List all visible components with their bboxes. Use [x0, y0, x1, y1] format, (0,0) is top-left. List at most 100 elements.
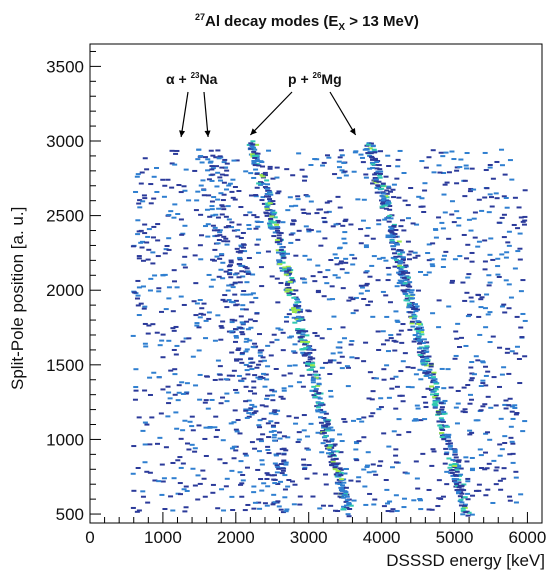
heatmap-cell [444, 425, 450, 428]
heatmap-cell [397, 279, 403, 282]
heatmap-cell [358, 292, 364, 295]
heatmap-cell [332, 468, 338, 471]
heatmap-cell [499, 216, 505, 219]
heatmap-cell [522, 219, 528, 222]
heatmap-cell [261, 482, 267, 485]
heatmap-cell [231, 457, 237, 460]
heatmap-cell [285, 265, 291, 268]
heatmap-cell [456, 217, 462, 220]
heatmap-cell [370, 412, 376, 415]
heatmap-cell [389, 377, 395, 380]
heatmap-cell [401, 290, 407, 293]
heatmap-cell [506, 372, 512, 375]
heatmap-cell [385, 350, 391, 353]
heatmap-cell [390, 508, 396, 511]
heatmap-cell [380, 182, 386, 185]
heatmap-cell [254, 366, 260, 369]
heatmap-cell [240, 473, 246, 476]
heatmap-cell [266, 195, 272, 198]
heatmap-cell [203, 426, 209, 429]
heatmap-cell [248, 142, 254, 145]
heatmap-cell [487, 193, 493, 196]
heatmap-cell [363, 176, 369, 179]
heatmap-cell [469, 361, 475, 364]
heatmap-cell [286, 272, 292, 275]
heatmap-cell [221, 509, 227, 512]
heatmap-cell [489, 205, 495, 208]
heatmap-cell [198, 155, 204, 158]
heatmap-cell [219, 173, 225, 176]
heatmap-cell [415, 327, 421, 330]
heatmap-cell [164, 244, 170, 247]
heatmap-cell [522, 189, 528, 192]
heatmap-cell [275, 219, 281, 222]
heatmap-cell [386, 273, 392, 276]
heatmap-cell [258, 160, 264, 163]
heatmap-cell [275, 327, 281, 330]
heatmap-cell [335, 276, 341, 279]
heatmap-cell [309, 364, 315, 367]
heatmap-cell [248, 326, 254, 329]
heatmap-cell [340, 484, 346, 487]
heatmap-cell [268, 420, 274, 423]
heatmap-cell [506, 307, 512, 310]
heatmap-cell [144, 168, 150, 171]
x-tick-label: 2000 [217, 528, 255, 547]
heatmap-cell [140, 200, 146, 203]
heatmap-cell [217, 155, 223, 158]
heatmap-cell [214, 185, 220, 188]
heatmap-cell [355, 198, 361, 201]
heatmap-cell [501, 467, 507, 470]
heatmap-cell [387, 214, 393, 217]
heatmap-cell [410, 222, 416, 225]
heatmap-cell [317, 208, 323, 211]
heatmap-cell [449, 279, 455, 282]
heatmap-cell [252, 501, 258, 504]
heatmap-cell [434, 400, 440, 403]
heatmap-cell [418, 270, 424, 273]
heatmap-cell [282, 268, 288, 271]
heatmap-cell [332, 253, 338, 256]
heatmap-cell [274, 176, 280, 179]
heatmap-cell [513, 470, 519, 473]
heatmap-cell [396, 264, 402, 267]
heatmap-cell [397, 255, 403, 258]
heatmap-cell [207, 161, 213, 164]
heatmap-cell [420, 362, 426, 365]
heatmap-cell [291, 219, 297, 222]
heatmap-cell [372, 157, 378, 160]
heatmap-cell [465, 480, 471, 483]
heatmap-cell [207, 215, 213, 218]
heatmap-cell [329, 438, 335, 441]
heatmap-cell [276, 231, 282, 234]
heatmap-cell [178, 295, 184, 298]
heatmap-cell [459, 492, 465, 495]
heatmap-cell [484, 187, 490, 190]
heatmap-cell [416, 195, 422, 198]
heatmap-cell [470, 467, 476, 470]
heatmap-cell [479, 296, 485, 299]
heatmap-cell [348, 343, 354, 346]
heatmap-cell [371, 148, 377, 151]
heatmap-cell [234, 247, 240, 250]
heatmap-cell [265, 445, 271, 448]
heatmap-cell [364, 465, 370, 468]
heatmap-cell [416, 323, 422, 326]
heatmap-cell [262, 171, 268, 174]
heatmap-cell [437, 424, 443, 427]
heatmap-cell [255, 468, 261, 471]
heatmap-cell [433, 394, 439, 397]
heatmap-cell [281, 374, 287, 377]
heatmap-cell [316, 382, 322, 385]
heatmap-cell [343, 486, 349, 489]
heatmap-cell [205, 223, 211, 226]
heatmap-cell [482, 403, 488, 406]
heatmap-cell [258, 375, 264, 378]
heatmap-cell [270, 503, 276, 506]
heatmap-cell [323, 418, 329, 421]
heatmap-cell [195, 190, 201, 193]
heatmap-cell [408, 250, 414, 253]
chart-title-tail: > 13 MeV) [345, 13, 419, 30]
heatmap-cell [181, 488, 187, 491]
